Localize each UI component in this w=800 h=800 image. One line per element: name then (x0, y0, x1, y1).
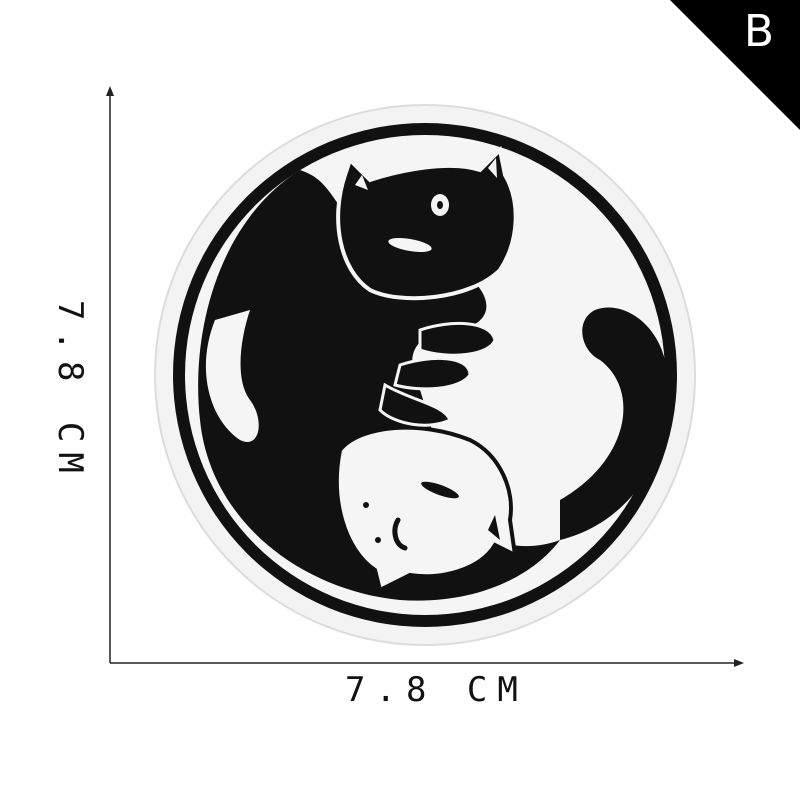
badge-letter: B (743, 6, 774, 57)
badge-triangle-icon (670, 0, 800, 130)
height-label: 7.8 CM (50, 300, 90, 483)
width-label: 7.8 CM (345, 670, 528, 710)
variant-badge: B (670, 0, 800, 130)
